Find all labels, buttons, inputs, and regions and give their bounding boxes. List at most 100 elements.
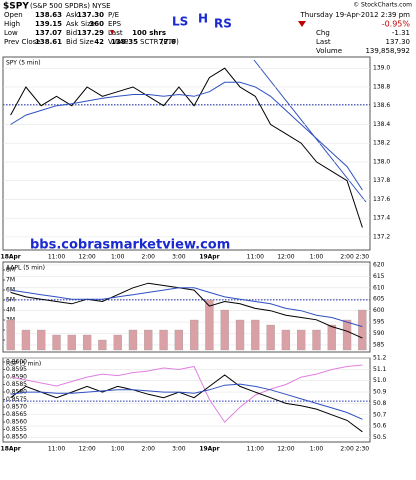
summary-label: Last [316,38,331,46]
volume-bar [235,319,245,351]
summary-label: Volume [316,47,342,55]
quote-value: 137.07 [35,29,62,37]
y-tick-label: 600 [373,307,385,314]
quote-value: 138.35 [111,38,138,46]
y-tick-label: 138.0 [373,158,390,165]
x-tick-label: 12:00 [78,446,95,453]
y2-tick-label: 0.8595 [6,366,27,373]
x-tick-label: 3:00 [172,254,186,261]
summary-value: 137.30 [386,38,411,46]
y-tick-label: 620 [373,261,385,268]
quote-label: Low [4,29,18,37]
x-tick-label: 2:00 [340,446,354,453]
y-tick-label: 50.6 [373,423,387,430]
y2-tick-label: 0.8580 [6,389,27,396]
x-tick-label: 3:00 [172,446,186,453]
x-tick-label: 18Apr [1,254,21,261]
panel-frame [2,261,371,353]
quote-value: 138.61 [35,38,62,46]
volume-bar [159,329,168,351]
y-tick-label: 50.8 [373,400,387,407]
x-tick-label: 18Apr [1,446,21,453]
summary-value: -1.31 [392,29,410,37]
volume-bar [6,319,15,351]
y2-tick-label: 0.8585 [6,381,27,388]
volume-bar [327,324,336,351]
series-line [10,287,363,328]
annotation: LS [172,15,188,29]
volume-bar [281,329,291,351]
symbol: $SPY [3,2,29,12]
y2-tick-label: 8M [6,267,15,274]
quote-label: EPS [108,20,122,28]
y-tick-label: 138.6 [373,102,390,109]
trend-line [253,59,367,203]
x-tick-label: 12:00 [78,254,95,261]
quote-label: Prev Close [4,38,41,46]
x-tick-label: 1:00 [111,254,125,261]
y-tick-label: 138.4 [373,121,390,128]
volume-bar [67,334,76,351]
y-tick-label: 137.6 [373,196,390,203]
annotation: H [198,12,208,26]
y-tick-label: 50.9 [373,389,387,396]
y2-tick-label: 0.8565 [6,411,27,418]
y2-tick-label: 4M [6,307,15,314]
quote-label: Ask [66,11,79,19]
x-tick-label: 12:00 [277,254,294,261]
y2-tick-label: 7M [6,277,15,284]
quote-value: 100 shrs [132,29,166,37]
y-tick-label: 51.2 [373,355,387,362]
quote-label: Last [108,29,123,37]
y-tick-label: 605 [373,296,385,303]
panel-frame [2,56,371,251]
quote-value: 42 [94,38,104,46]
x-tick-label: 12:00 [277,446,294,453]
x-tick-label: 11:00 [48,446,65,453]
y2-tick-label: 0.8590 [6,374,27,381]
quote-value: 139.15 [35,20,62,28]
x-tick-label: 2:00 [340,254,354,261]
volume-bar [21,329,31,351]
quote-label: Bid [66,29,77,37]
summary-value: 139,858,992 [365,47,410,55]
volume-bar [220,309,229,351]
y2-tick-label: 0.8550 [6,434,27,441]
y-tick-label: 51.0 [373,377,387,384]
x-tick-label: 2:00 [142,446,156,453]
x-tick-label: 2:30 [356,254,370,261]
panel-title: SPY (5 min) [6,60,41,67]
quote-label: Open [4,11,23,19]
quote-value: 77.0 [159,38,176,46]
y2-tick-label: 0.8560 [6,419,27,426]
volume-bar [266,324,275,351]
annotation: RS [214,17,232,31]
volume-bar [297,329,306,351]
volume-bar [342,319,352,351]
y-tick-label: 50.7 [373,411,387,418]
y-tick-label: 610 [373,284,385,291]
series-line [10,81,363,191]
x-tick-label: 11:00 [247,446,264,453]
x-tick-label: 1:00 [310,446,324,453]
down-arrow [298,21,306,27]
watermark: bbs.cobrasmarketview.com [30,238,230,253]
quote-label: High [4,20,20,28]
volume-bar [205,299,214,351]
volume-bar [189,319,199,351]
y2-tick-label: 0.8575 [6,396,27,403]
volume-bar [251,319,260,351]
volume-bar [113,334,122,351]
y-tick-label: 595 [373,319,385,326]
series-line [10,364,363,423]
volume-bar [312,329,321,351]
y-tick-label: 137.8 [373,177,390,184]
y-tick-label: 137.2 [373,233,390,240]
y-tick-label: 615 [373,273,385,280]
quote-label: Ask Size [66,20,95,28]
quote-value: 138.63 [35,11,62,19]
panel-title: AAPL (5 min) [6,265,45,272]
volume-bar [37,329,46,351]
y2-tick-label: 0.8600 [6,359,27,366]
